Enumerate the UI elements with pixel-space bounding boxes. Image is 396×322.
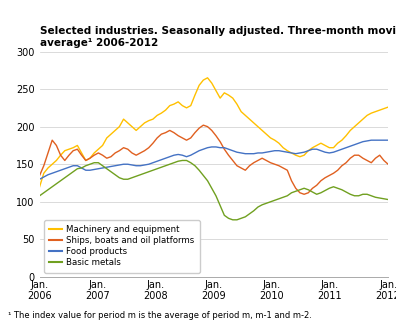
Text: ¹ The index value for period m is the average of period m, m-1 and m-2.: ¹ The index value for period m is the av… [8,311,312,320]
Legend: Machinery and equipment, Ships, boats and oil platforms, Food products, Basic me: Machinery and equipment, Ships, boats an… [44,220,200,273]
Text: Selected industries. Seasonally adjusted. Three-month moving
average¹ 2006-2012: Selected industries. Seasonally adjusted… [40,26,396,48]
